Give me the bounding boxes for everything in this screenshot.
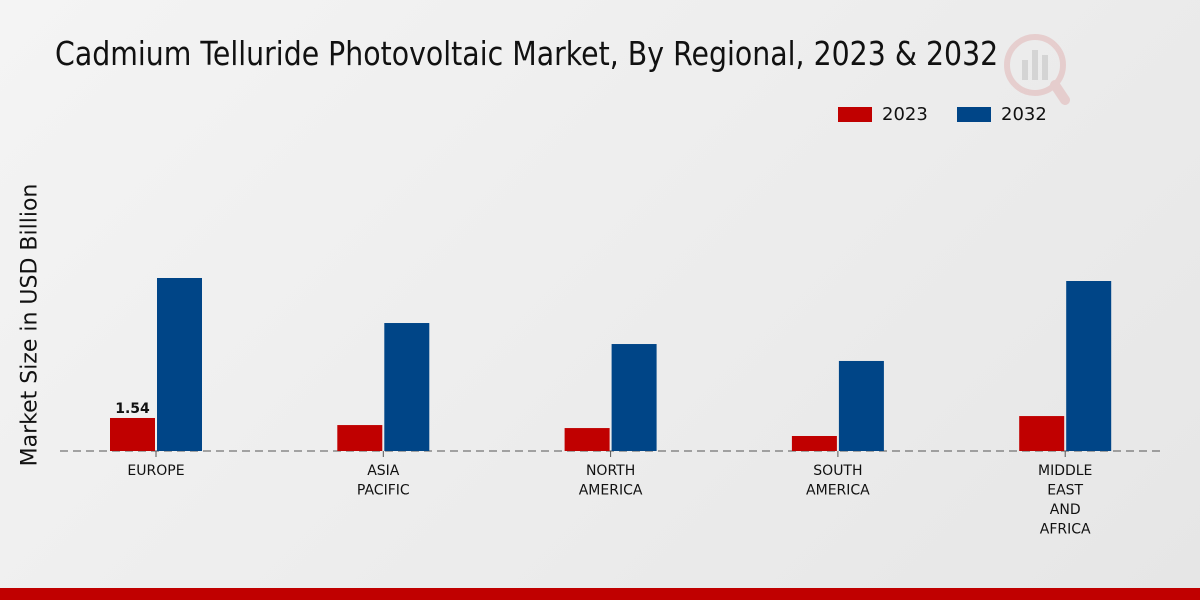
bar-2032-asia-pacific bbox=[384, 323, 430, 451]
bar-2023-middle-east-and-africa bbox=[1019, 416, 1065, 451]
legend-item-2023: 2023 bbox=[838, 104, 928, 125]
bar-2032-middle-east-and-africa bbox=[1066, 281, 1112, 451]
bar-2023-asia-pacific bbox=[337, 425, 383, 451]
bar-2032-south-america bbox=[838, 360, 884, 451]
x-tick-label: EUROPE bbox=[127, 463, 184, 479]
x-tick-label: AMERICA bbox=[806, 483, 870, 499]
x-tick-label: NORTH bbox=[586, 463, 635, 479]
watermark-logo-icon bbox=[1004, 34, 1070, 105]
bar-2032-north-america bbox=[611, 344, 657, 451]
legend-item-2032: 2032 bbox=[957, 104, 1047, 125]
x-tick-label: AMERICA bbox=[579, 483, 643, 499]
legend-label: 2032 bbox=[1001, 104, 1047, 125]
bar-2023-south-america bbox=[791, 435, 837, 451]
x-tick-label: AND bbox=[1050, 502, 1081, 518]
chart-title: Cadmium Telluride Photovoltaic Market, B… bbox=[55, 34, 999, 73]
x-tick-label: ASIA bbox=[367, 463, 400, 479]
legend-swatch-2032 bbox=[957, 107, 991, 122]
x-tick-label: MIDDLE bbox=[1038, 463, 1092, 479]
x-tick-label: EAST bbox=[1047, 483, 1083, 499]
legend-swatch-2023 bbox=[838, 107, 872, 122]
x-tick-label: SOUTH bbox=[813, 463, 862, 479]
x-tick-label: PACIFIC bbox=[357, 483, 410, 499]
data-label: 1.54 bbox=[115, 401, 150, 417]
bar-2023-europe bbox=[110, 417, 155, 451]
bar-2032-europe bbox=[157, 278, 202, 451]
footer-bar bbox=[0, 588, 1200, 600]
bar-2023-north-america bbox=[564, 428, 610, 451]
legend-label: 2023 bbox=[882, 104, 928, 125]
x-tick-label: AFRICA bbox=[1040, 522, 1091, 538]
